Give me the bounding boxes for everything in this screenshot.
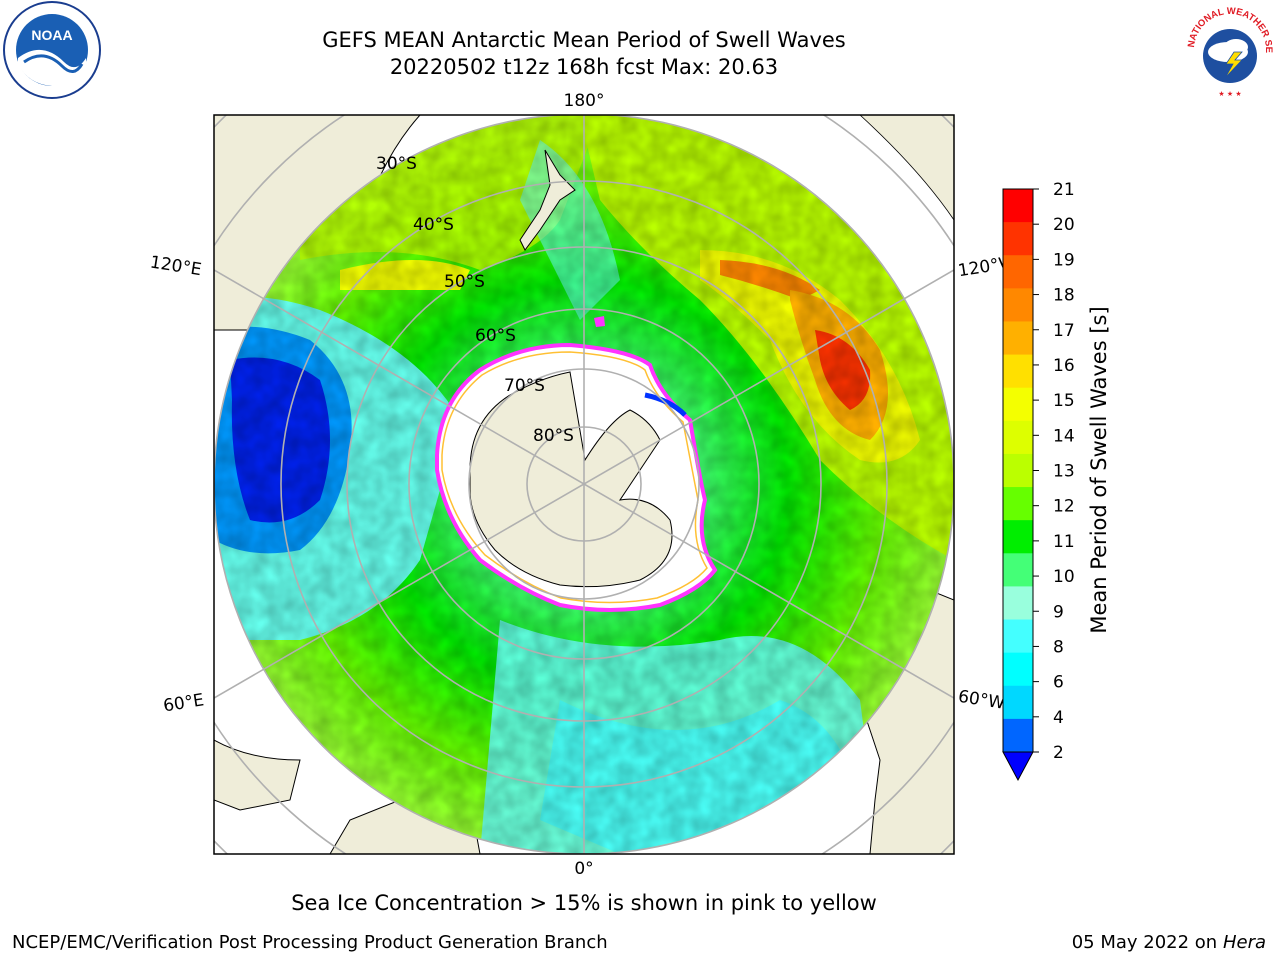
colorbar-tick-label: 4 <box>1053 708 1064 728</box>
colorbar-tick-label: 2 <box>1053 743 1064 763</box>
lat-label-80s: 80°S <box>533 426 574 446</box>
colorbar-segment <box>1003 652 1033 687</box>
latitude-labels: 30°S 40°S 50°S 60°S 70°S 80°S <box>376 154 574 446</box>
colorbar-segment <box>1003 453 1033 488</box>
chart-title: GEFS MEAN Antarctic Mean Period of Swell… <box>322 28 846 52</box>
colorbar-segment <box>1003 321 1033 356</box>
colorbar-extend-triangle <box>1002 751 1034 782</box>
chart-subtitle: 20220502 t12z 168h fcst Max: 20.63 <box>389 55 779 79</box>
colorbar-segment <box>1003 387 1033 422</box>
lat-label-60s: 60°S <box>475 326 516 346</box>
run-date-text: 05 May 2022 on <box>1071 932 1218 953</box>
colorbar-tick-label: 17 <box>1053 321 1075 341</box>
colorbar-tick-label: 12 <box>1053 497 1075 517</box>
colorbar-tick-label: 16 <box>1053 356 1075 376</box>
colorbar-segment <box>1003 718 1033 753</box>
colorbar-tick-label: 8 <box>1053 637 1064 657</box>
lat-label-70s: 70°S <box>504 376 545 396</box>
noaa-logo-text: NOAA <box>31 27 72 43</box>
antarctica-land <box>469 371 673 588</box>
lat-label-30s: 30°S <box>376 154 417 174</box>
graticule <box>214 115 954 854</box>
colorbar-segment <box>1003 520 1033 554</box>
colorbar-tick-label: 15 <box>1053 391 1075 411</box>
lon-label-120e: 120°E <box>149 252 203 280</box>
colorbar-segment <box>1003 487 1033 521</box>
colorbar-segment <box>1003 586 1033 621</box>
colorbar-segment <box>1003 189 1033 223</box>
run-date: 05 May 2022 on Hera <box>1072 932 1266 953</box>
lat-label-50s: 50°S <box>444 272 485 292</box>
colorbar-tick-label: 10 <box>1053 567 1075 587</box>
colorbar-tick-label: 9 <box>1053 602 1064 622</box>
credit-text: NCEP/EMC/Verification Post Processing Pr… <box>12 932 608 953</box>
colorbar-tick-label: 14 <box>1053 426 1075 446</box>
colorbar: 21 20 19 18 17 16 15 14 13 12 11 10 9 8 6 4 2 <box>1002 180 1075 782</box>
lon-label-60e: 60°E <box>162 690 206 716</box>
colorbar-tick-label: 18 <box>1053 286 1075 306</box>
colorbar-tick-label: 19 <box>1053 250 1075 270</box>
lat-label-40s: 40°S <box>413 215 454 235</box>
colorbar-tick-label: 20 <box>1053 215 1075 235</box>
colorbar-segment <box>1003 619 1033 654</box>
colorbar-segment <box>1003 685 1033 720</box>
sea-ice-note: Sea Ice Concentration > 15% is shown in … <box>291 891 877 915</box>
svg-text:★ ★ ★: ★ ★ ★ <box>1218 90 1241 98</box>
colorbar-segment <box>1003 222 1033 256</box>
colorbar-tick-label: 6 <box>1053 673 1064 693</box>
colorbar-segment <box>1003 288 1033 322</box>
colorbar-segment <box>1003 255 1033 289</box>
lon-label-180: 180° <box>564 91 605 111</box>
colorbar-segment <box>1003 354 1033 389</box>
lon-label-60w: 60°W <box>957 687 1007 714</box>
colorbar-tick-label: 13 <box>1053 462 1075 482</box>
national-weather-service-logo-icon: NATIONAL WEATHER SERVICE ★ ★ ★ <box>1180 0 1277 98</box>
system-name: Hera <box>1222 932 1266 953</box>
lon-label-0: 0° <box>574 859 593 879</box>
colorbar-segment <box>1003 553 1033 587</box>
colorbar-segment <box>1003 420 1033 455</box>
colorbar-label: Mean Period of Swell Waves [s] <box>1087 306 1111 633</box>
noaa-logo-icon: NOAA <box>3 1 101 99</box>
colorbar-tick-label: 21 <box>1053 180 1075 200</box>
map-frame <box>213 114 955 855</box>
colorbar-tick-label: 11 <box>1053 532 1075 552</box>
